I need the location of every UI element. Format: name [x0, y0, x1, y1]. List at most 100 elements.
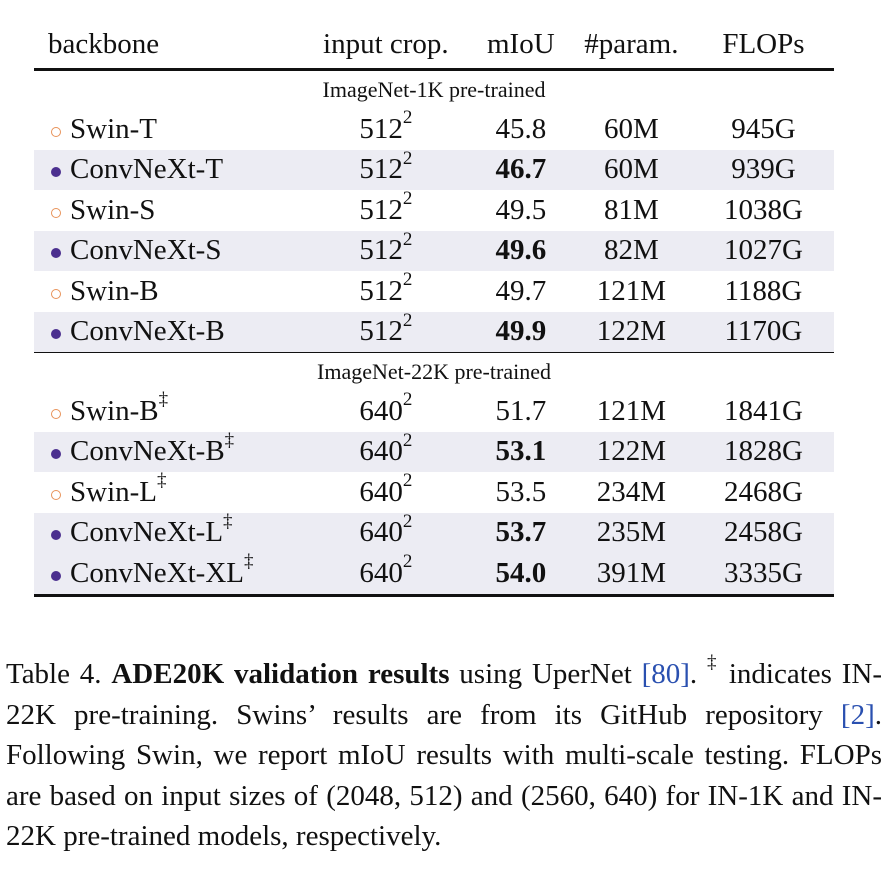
table-row: Swin-L‡ 6402 53.5 234M 2468G: [34, 470, 834, 513]
crop-exponent: 2: [402, 269, 413, 291]
header-backbone: backbone: [48, 27, 160, 60]
section-header-row: ImageNet-1K pre-trained: [34, 70, 834, 110]
citation-link-2[interactable]: [2]: [840, 698, 875, 731]
convnext-marker-dot: [51, 570, 61, 581]
filled-circle-icon: [48, 314, 64, 347]
cell-flops: 945G: [731, 112, 796, 145]
cell-params: 121M: [596, 274, 666, 307]
crop-size: 512: [359, 153, 403, 186]
swin-marker-dot: [51, 126, 61, 137]
crop-size: 640: [359, 516, 403, 549]
crop-size: 512: [359, 234, 403, 267]
model-name: ConvNeXt-B: [70, 315, 225, 348]
swin-marker-dot: [51, 288, 61, 299]
cell-miou: 54.0: [471, 553, 570, 595]
crop-exponent: 2: [402, 188, 413, 210]
cell-backbone: Swin-T: [34, 109, 300, 150]
cell-input-crop: 5122: [300, 269, 472, 312]
crop-size: 512: [359, 112, 403, 145]
crop-size: 512: [359, 315, 403, 348]
header-flops: FLOPs: [722, 27, 805, 60]
dagger-mark: ‡: [157, 470, 167, 492]
group-divider: [34, 352, 834, 353]
convnext-marker-dot: [51, 329, 61, 340]
filled-circle-icon: [48, 556, 64, 589]
cell-miou: 49.7: [495, 274, 547, 307]
crop-size: 640: [359, 475, 403, 508]
cell-flops: 3335G: [692, 553, 834, 595]
cell-backbone: Swin-B‡: [34, 389, 300, 432]
open-circle-icon: [48, 193, 64, 226]
cell-backbone: ConvNeXt-L‡: [34, 512, 300, 553]
cell-backbone: Swin-B: [34, 271, 300, 312]
cell-backbone: ConvNeXt-S: [34, 230, 300, 271]
results-table: backbone input crop. mIoU #param. FLOPs …: [34, 20, 834, 597]
dagger-mark: ‡: [158, 389, 169, 411]
cell-input-crop: 6402: [299, 510, 472, 553]
cell-params: 391M: [569, 553, 693, 595]
convnext-marker-dot: [51, 248, 61, 259]
cell-flops: 2468G: [723, 475, 803, 508]
results-table-container: backbone input crop. mIoU #param. FLOPs …: [34, 20, 834, 597]
swin-marker-dot: [51, 408, 61, 419]
cell-input-crop: 5122: [299, 230, 472, 271]
model-name: ConvNeXt-T: [70, 153, 224, 186]
cell-params: 234M: [596, 475, 666, 508]
citation-link-80[interactable]: [80]: [641, 658, 690, 690]
open-circle-icon: [48, 274, 64, 307]
caption-text-3: indicates IN-22K pre-training. Swins’ re…: [6, 658, 882, 731]
cell-miou: 49.9: [471, 311, 570, 353]
group-divider-line: [34, 352, 834, 353]
cell-params: 82M: [569, 230, 693, 271]
convnext-marker-dot: [51, 449, 61, 460]
model-name: Swin-T: [70, 112, 157, 145]
crop-exponent: 2: [402, 107, 413, 129]
cell-flops: 939G: [692, 149, 834, 190]
cell-params: 122M: [569, 311, 693, 353]
model-name: ConvNeXt-S: [70, 234, 222, 267]
cell-flops: 2458G: [692, 512, 834, 553]
table-row: ConvNeXt-S 5122 49.6 82M 1027G: [34, 230, 834, 271]
swin-marker-dot: [51, 207, 61, 218]
cell-input-crop: 6402: [299, 429, 472, 472]
header-input-crop: input crop.: [323, 27, 449, 60]
crop-exponent: 2: [402, 309, 413, 331]
cell-input-crop: 6402: [300, 470, 472, 513]
convnext-marker-dot: [51, 530, 61, 541]
table-row: Swin-B 5122 49.7 121M 1188G: [34, 269, 834, 312]
cell-backbone: Swin-S: [34, 190, 300, 231]
cell-input-crop: 5122: [300, 188, 472, 231]
model-name: Swin-B: [70, 394, 159, 427]
header-miou: mIoU: [486, 27, 555, 60]
table-caption: Table 4. ADE20K validation results using…: [6, 653, 882, 857]
crop-size: 640: [359, 435, 403, 468]
filled-circle-icon: [48, 434, 64, 467]
crop-size: 512: [359, 274, 403, 307]
caption-text-1: using UperNet: [449, 658, 642, 690]
dagger-mark: ‡: [243, 551, 254, 573]
section-header-row: ImageNet-22K pre-trained: [34, 353, 834, 391]
crop-exponent: 2: [402, 147, 413, 169]
open-circle-icon: [48, 112, 64, 145]
cell-flops: 1027G: [692, 230, 834, 271]
crop-size: 640: [359, 394, 403, 427]
caption-text-2: .: [689, 658, 707, 690]
cell-flops: 1170G: [692, 311, 834, 353]
cell-miou: 53.5: [495, 475, 547, 508]
crop-exponent: 2: [402, 510, 413, 532]
model-name: ConvNeXt-L: [70, 516, 224, 549]
cell-params: 60M: [569, 149, 693, 190]
cell-input-crop: 6402: [300, 390, 472, 432]
filled-circle-icon: [48, 152, 64, 185]
crop-exponent: 2: [402, 429, 413, 451]
cell-miou: 45.8: [495, 112, 547, 145]
open-circle-icon: [48, 475, 64, 508]
table-row: ConvNeXt-XL‡ 6402 54.0 391M 3335G: [34, 551, 834, 595]
crop-exponent: 2: [402, 470, 413, 492]
cell-input-crop: 6402: [299, 552, 472, 595]
model-name: Swin-B: [70, 274, 159, 307]
cell-backbone: ConvNeXt-B‡: [34, 431, 300, 472]
cell-miou: 49.5: [495, 193, 547, 226]
cell-input-crop: 5122: [299, 147, 472, 190]
cell-backbone: ConvNeXt-XL‡: [34, 551, 300, 595]
